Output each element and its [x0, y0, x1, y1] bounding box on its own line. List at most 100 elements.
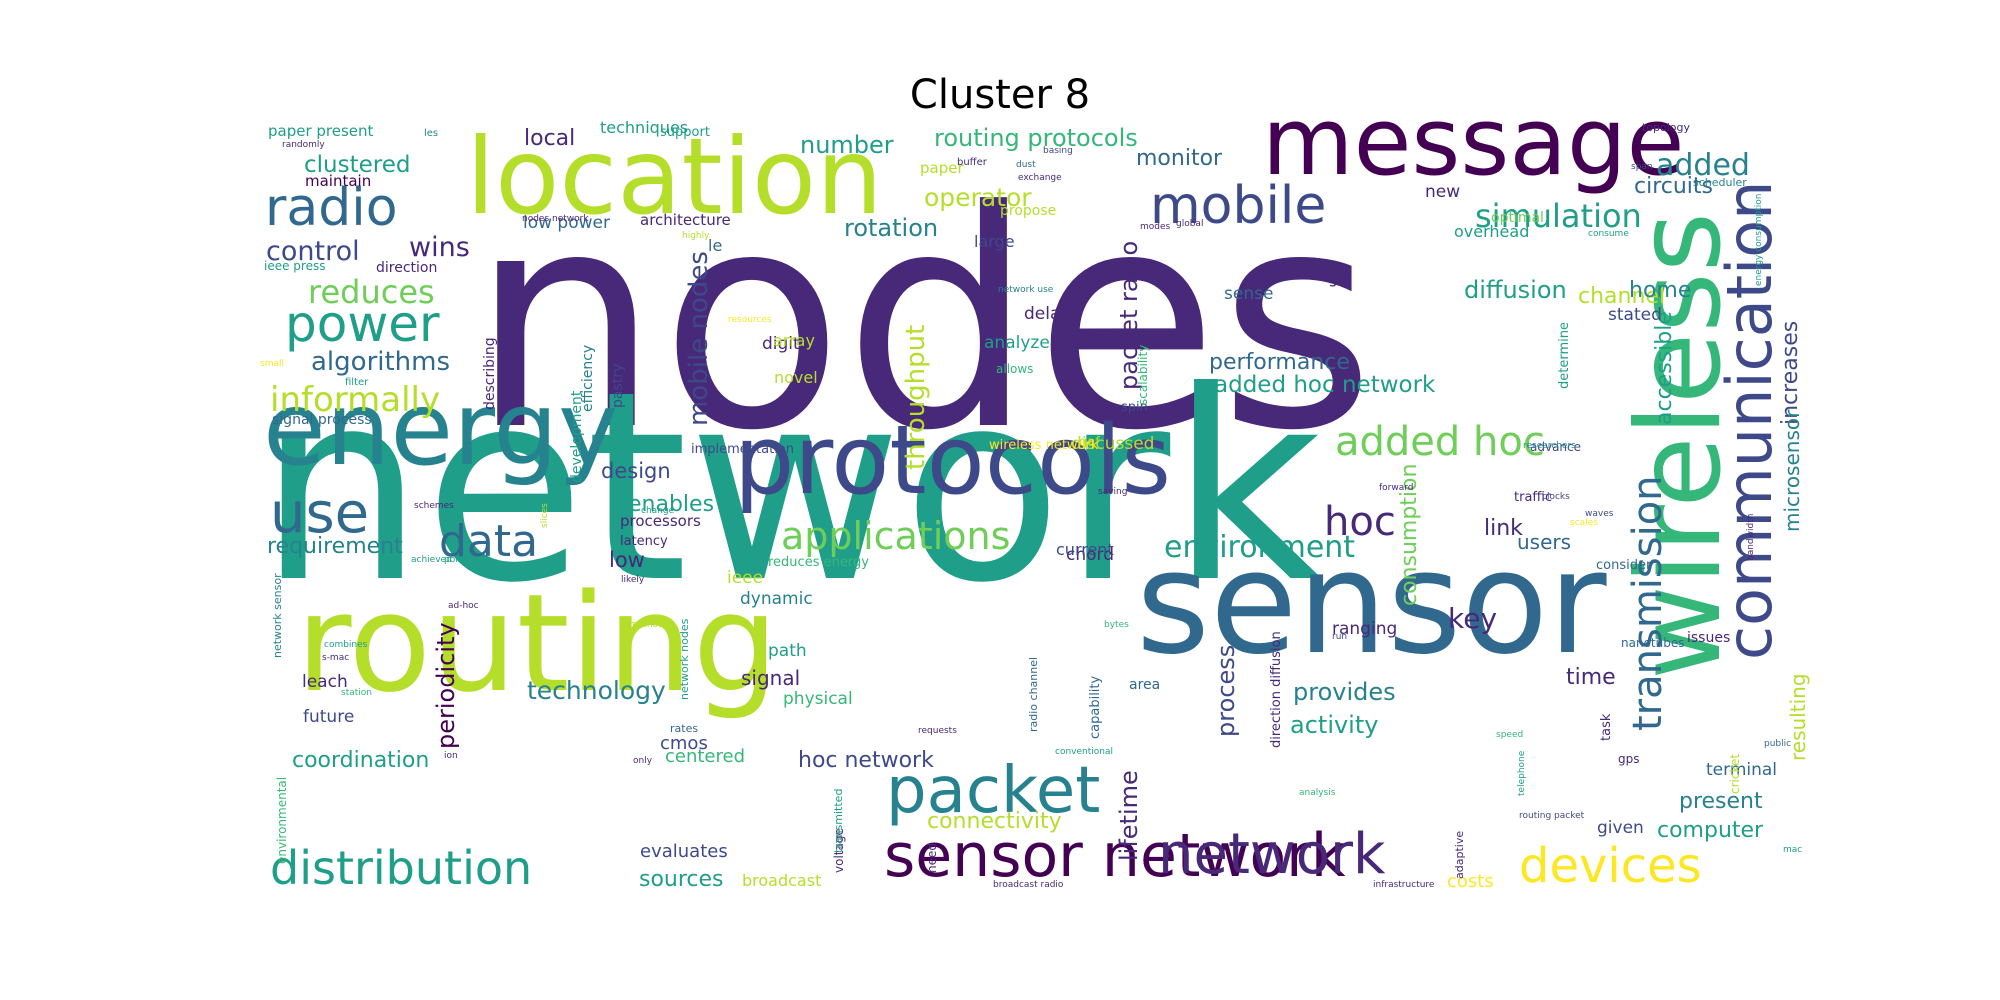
cloud-word: wireless network: [989, 438, 1099, 453]
cloud-word: resources: [728, 315, 772, 325]
cloud-word: energy consumption: [1754, 194, 1764, 287]
cloud-word: design: [601, 459, 671, 483]
cloud-word: leach: [302, 672, 348, 692]
cloud-word: exchange: [1018, 173, 1062, 183]
cloud-word: processors: [620, 512, 701, 530]
cloud-word: coordination: [292, 748, 429, 773]
cloud-word: highly: [682, 231, 710, 241]
cloud-word: slices: [540, 503, 550, 528]
cloud-word: ion: [444, 751, 458, 761]
cloud-word: station: [341, 688, 372, 698]
cloud-word: efficiency: [580, 345, 596, 412]
cloud-word: low: [609, 548, 645, 572]
cloud-word: gls: [1328, 268, 1351, 287]
cloud-word: direction: [376, 260, 437, 276]
cloud-word: reduces: [308, 273, 435, 311]
cloud-word: nodes network: [522, 214, 589, 224]
cloud-word: increases: [1778, 321, 1803, 425]
cloud-word: need: [925, 843, 939, 873]
cloud-word: transmitted: [832, 789, 845, 853]
cloud-word: network use: [998, 285, 1054, 295]
cloud-word: gaf: [1079, 435, 1100, 450]
cloud-word: digital: [762, 334, 815, 354]
cloud-word: costs: [1447, 871, 1494, 892]
cloud-word: propose: [1000, 203, 1056, 219]
cloud-word: clustered: [304, 152, 410, 178]
cloud-word: power: [285, 295, 440, 353]
cloud-word: describing: [482, 337, 498, 410]
cloud-word: consumption: [1397, 464, 1422, 606]
cloud-word: paper present: [268, 122, 374, 140]
cloud-word: local: [524, 126, 575, 151]
cloud-word: delay: [1024, 304, 1070, 324]
cloud-word: bytes: [1104, 620, 1129, 630]
cloud-word: overhead: [1454, 222, 1529, 241]
cloud-word: network sensor: [271, 573, 284, 658]
cloud-word: distribution: [270, 841, 532, 895]
cloud-word: large: [974, 232, 1015, 251]
cloud-word: added: [1656, 148, 1750, 183]
cloud-word: energy: [263, 370, 618, 489]
cloud-word: achieved: [411, 555, 452, 565]
cloud-word: microsensor: [1780, 409, 1804, 532]
cloud-word: les: [424, 128, 438, 139]
cloud-word: direction diffusion: [1269, 631, 1284, 748]
cloud-word: bandwidth: [1746, 514, 1756, 561]
cloud-word: terminal: [1706, 760, 1777, 780]
cloud-word: combines: [324, 640, 368, 650]
cloud-word: hoc network: [798, 748, 934, 773]
cloud-word: devices: [1519, 838, 1702, 894]
cloud-word: users: [1517, 530, 1571, 554]
cloud-word: requests: [918, 726, 957, 736]
cloud-word: modes: [1140, 222, 1171, 232]
cloud-word: packet radio: [1115, 241, 1143, 390]
cloud-word: new: [1425, 182, 1460, 202]
cloud-word: likely: [621, 575, 645, 585]
cloud-word: provides: [1293, 678, 1396, 706]
cloud-word: message: [1262, 88, 1684, 197]
cloud-word: only: [633, 756, 653, 766]
cloud-word: basing: [1043, 146, 1073, 156]
cloud-word: stated: [1608, 305, 1662, 325]
cloud-word: consider: [1596, 558, 1652, 573]
cloud-word: ranging: [1332, 619, 1397, 639]
cloud-word: process: [1212, 645, 1240, 737]
cloud-word: throughput: [901, 325, 931, 470]
cloud-word: small: [260, 359, 284, 369]
cloud-word: activity: [1290, 711, 1378, 739]
cloud-word: spin: [1121, 400, 1148, 415]
cloud-word: number: [800, 131, 894, 159]
cloud-word: key: [1448, 602, 1497, 635]
cloud-word: scalability: [1136, 345, 1150, 405]
cloud-word: environment: [1164, 530, 1355, 565]
cloud-word: sensor: [1136, 521, 1607, 686]
cloud-word: diffusion: [1464, 276, 1567, 304]
cloud-word: span: [1631, 162, 1653, 172]
cloud-word: ieee: [727, 568, 763, 588]
cloud-word: allows: [996, 362, 1033, 376]
cloud-word: mobile nodes: [684, 251, 714, 426]
cloud-word: connectivity: [927, 809, 1062, 834]
cloud-word: performance: [1209, 350, 1350, 375]
cloud-word: speed: [1496, 730, 1523, 740]
cloud-word: adaptive: [1453, 831, 1466, 879]
cloud-word: filter: [345, 377, 369, 388]
cloud-word: low power: [523, 213, 610, 233]
cloud-word: present: [1679, 789, 1763, 814]
cloud-word: s-mac: [322, 653, 349, 663]
cloud-word: routing packet: [1519, 811, 1585, 821]
cloud-word: location: [466, 116, 883, 238]
cloud-word: gps: [1618, 752, 1640, 766]
cloud-word: radio channel: [1027, 657, 1040, 732]
cloud-word: pastry: [610, 364, 626, 408]
cloud-word: consume: [1588, 229, 1629, 239]
cloud-word: monitor: [1136, 146, 1223, 171]
cloud-word: algorithms: [311, 347, 450, 377]
cloud-word: evaluates: [640, 841, 728, 862]
cloud-word: packet: [886, 754, 1100, 828]
cloud-word: area: [1129, 677, 1160, 693]
cloud-word: lifetime: [1115, 770, 1143, 861]
cloud-word: telephone: [1517, 750, 1527, 796]
cloud-word: determine: [1557, 322, 1572, 389]
